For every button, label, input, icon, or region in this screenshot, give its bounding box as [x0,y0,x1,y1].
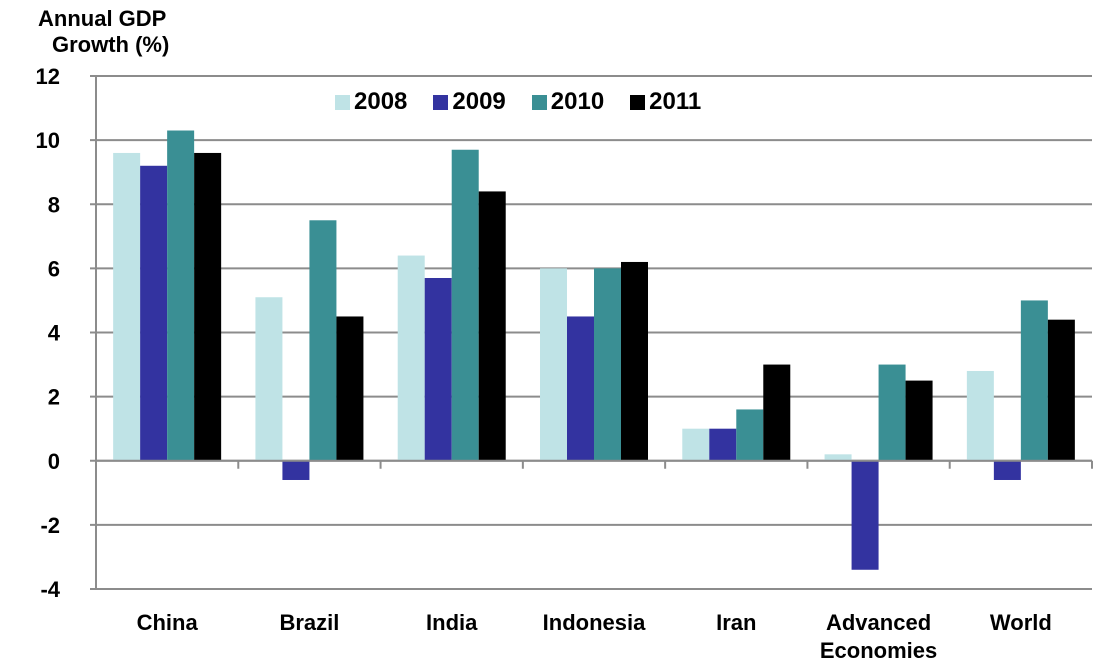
bar-2009-china [140,165,168,461]
legend-swatch-2009 [433,94,449,110]
bar-2008-iran [682,428,710,461]
bar-2011-india [478,191,506,461]
legend-label-2010: 2010 [550,88,605,115]
y-tick-label-2: 2 [48,385,60,410]
legend-label-2008: 2008 [354,88,408,115]
bar-2009-advanced-economies [851,460,879,570]
legend-item-2008: 2008 [335,88,407,116]
bar-2008-world [966,370,994,461]
legend-swatch-2010 [531,94,547,110]
legend-item-2010: 2010 [531,88,605,116]
x-category-label-advanced-economies-line2: Economies [820,638,937,663]
bar-2008-advanced-economies [824,454,852,461]
bar-2011-iran [763,364,791,461]
bar-2009-india [424,277,452,461]
y-tick-label-6: 6 [48,256,60,281]
y-tick-label-0: 0 [48,449,60,474]
y-tick-label-4: 4 [48,321,61,346]
bar-2011-indonesia [621,261,648,461]
bar-2009-brazil [282,460,310,480]
bar-2009-indonesia [567,316,594,461]
bar-2008-india [397,255,425,461]
legend-item-2009: 2009 [433,88,506,116]
y-tick-label-10: 10 [36,128,60,153]
legend-swatch-2008 [335,94,350,110]
x-category-label-advanced-economies-line1: Advanced [826,610,931,635]
bar-2008-brazil [255,297,283,461]
x-category-label-china: China [137,610,199,635]
bar-2009-world [993,460,1021,480]
x-category-label-brazil: Brazil [279,610,339,635]
legend-swatch-2011 [630,94,646,110]
bar-2010-india [451,149,479,461]
bar-2010-indonesia [594,268,621,461]
bar-2010-world [1020,300,1048,461]
bar-2009-iran [709,428,737,461]
bar-2010-brazil [309,220,337,461]
y-tick-label-8: 8 [48,192,60,217]
legend-label-2009: 2009 [452,88,506,115]
legend-item-2011: 2011 [630,88,701,116]
y-axis-title: Annual GDP Growth (%) [38,6,238,58]
bar-2010-iran [736,409,764,461]
y-tick-label--2: -2 [40,513,60,538]
bar-2011-china [194,152,222,461]
x-category-label-indonesia: Indonesia [543,610,646,635]
x-category-label-india: India [426,610,478,635]
bar-2011-brazil [336,316,364,461]
legend-label-2011: 2011 [649,88,702,115]
bar-2008-indonesia [540,268,567,461]
y-axis-title-line2: Growth (%) [52,32,170,57]
y-tick-label-12: 12 [36,64,60,89]
bar-2008-china [113,152,141,461]
x-category-label-iran: Iran [716,610,756,635]
bar-2011-world [1047,319,1075,461]
legend: 2008 2009 2010 2011 [335,88,701,116]
bar-2010-china [167,130,195,461]
y-axis-title-line1: Annual GDP [38,6,167,31]
x-category-label-world: World [990,610,1052,635]
bar-2010-advanced-economies [878,364,906,461]
y-tick-label--4: -4 [40,577,60,602]
bar-2011-advanced-economies [905,380,933,461]
